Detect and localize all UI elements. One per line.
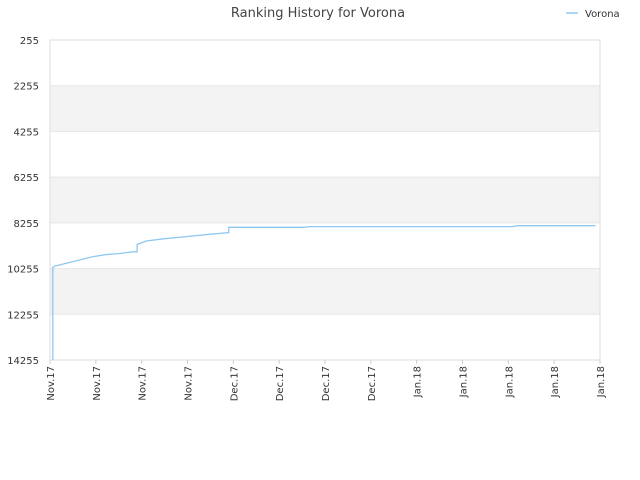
x-tick-label: Dec.17 [321, 366, 332, 401]
legend: Vorona [566, 9, 620, 20]
y-tick-label: 2255 [14, 82, 39, 93]
x-tick-label: Nov.17 [92, 366, 103, 401]
y-tick-label: 6255 [14, 173, 39, 184]
band-2 [50, 131, 600, 178]
y-tick-label: 255 [20, 36, 39, 47]
band-4 [50, 222, 600, 269]
series-line-vorona [52, 225, 596, 360]
legend-label-vorona: Vorona [585, 9, 620, 20]
chart-title: Ranking History for Vorona [231, 6, 405, 21]
x-tick-label: Nov.17 [46, 366, 57, 401]
x-tick-label: Jan.18 [550, 366, 561, 398]
x-axis: Nov.17 Nov.17 Nov.17 Nov.17 Dec.17 Dec.17 Dec.… [46, 360, 607, 401]
x-tick-label: Nov.17 [184, 366, 195, 401]
band-1 [50, 85, 600, 132]
x-tick-label: Jan.18 [504, 366, 515, 398]
x-tick-label: Jan.18 [459, 366, 470, 398]
y-tick-label: 12255 [7, 310, 39, 321]
y-tick-label: 4255 [14, 127, 39, 138]
series-layer [52, 225, 596, 360]
band-6 [50, 314, 600, 360]
y-tick-label: 14255 [7, 356, 39, 367]
x-tick-label: Dec.17 [229, 366, 240, 401]
x-tick-label: Nov.17 [138, 366, 149, 401]
y-tick-label: 8255 [14, 219, 39, 230]
band-0 [50, 40, 600, 86]
y-tick-label: 10255 [7, 265, 39, 276]
background-bands [50, 40, 600, 360]
x-tick-label: Dec.17 [275, 366, 286, 401]
x-tick-label: Jan.18 [596, 366, 607, 398]
x-tick-label: Dec.17 [367, 366, 378, 401]
y-axis: 255 2255 4255 6255 8255 10255 12255 14255 [7, 36, 39, 367]
band-3 [50, 177, 600, 223]
band-5 [50, 268, 600, 315]
x-tick-label: Jan.18 [413, 366, 424, 398]
